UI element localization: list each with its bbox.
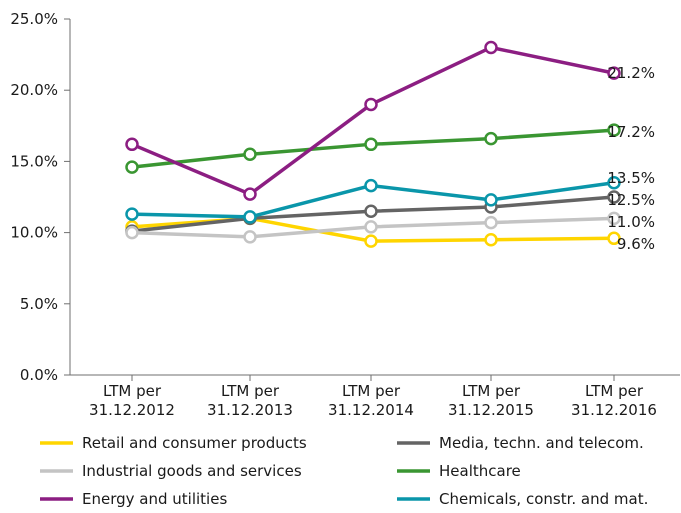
y-tick-label: 15.0% [10,152,58,170]
data-point-energy-and-utilities [125,137,139,152]
data-point-industrial-goods-and-services [607,211,621,226]
data-point-healthcare [607,123,621,137]
series-line-energy-and-utilities [130,45,616,196]
data-point-industrial-goods-and-services [243,230,257,244]
legend-label-media-techn-and-telecom: Media, techn. and telecom. [439,434,644,452]
data-point-retail-and-consumer-products [484,232,498,247]
x-tick-label: LTM per 31.12.2015 [448,382,534,419]
data-point-retail-and-consumer-products [364,234,378,248]
x-tick-label: LTM per 31.12.2016 [571,382,657,419]
data-point-healthcare [484,131,498,146]
data-point-healthcare [243,147,257,162]
data-point-healthcare [364,137,378,152]
legend: Retail and consumer products Media, techn… [40,434,648,508]
x-tick-label: LTM per 31.12.2013 [207,382,293,419]
data-point-industrial-goods-and-services [364,220,378,234]
data-point-energy-and-utilities [607,66,621,80]
data-point-healthcare [125,160,139,174]
y-tick-label: 25.0% [10,10,58,28]
end-labels: 9.6% 12.5% 11.0% 17.2% 21.2% 13.5% [607,64,655,253]
end-value-label: 21.2% [607,64,655,82]
data-point-energy-and-utilities [364,97,378,112]
y-tick-label: 20.0% [10,81,58,99]
y-tick-label: 0.0% [20,366,58,384]
data-point-media-techn-and-telecom [364,204,378,218]
data-point-chemicals-constr-and-mat [243,210,257,224]
end-value-label: 11.0% [607,213,655,231]
legend-label-retail-and-consumer-products: Retail and consumer products [82,434,307,452]
axes: 0.0% 5.0% 10.0% 15.0% 20.0% 25.0% LTM per 31.12… [10,10,680,419]
data-point-industrial-goods-and-services [125,225,139,240]
y-tick-label: 10.0% [10,224,58,242]
y-tick-label: 5.0% [20,295,58,313]
end-value-label: 13.5% [607,169,655,187]
data-point-chemicals-constr-and-mat [125,207,139,221]
end-value-label: 12.5% [607,191,655,209]
legend-label-industrial-goods-and-services: Industrial goods and services [82,462,302,480]
data-point-chemicals-constr-and-mat [364,178,378,193]
end-value-label: 17.2% [607,123,655,141]
legend-label-healthcare: Healthcare [439,462,521,480]
data-point-energy-and-utilities [243,187,257,201]
x-tick-label: LTM per 31.12.2014 [328,382,414,419]
x-tick-label: LTM per 31.12.2012 [89,382,175,419]
data-point-retail-and-consumer-products [607,231,621,246]
data-point-media-techn-and-telecom [607,190,621,204]
legend-label-energy-and-utilities: Energy and utilities [82,490,227,508]
series-layer [125,40,621,248]
legend-label-chemicals-constr-and-mat: Chemicals, constr. and mat. [439,490,648,508]
end-value-label: 9.6% [617,235,655,253]
data-point-industrial-goods-and-services [484,215,498,230]
data-point-chemicals-constr-and-mat [484,193,498,207]
data-point-energy-and-utilities [484,40,498,55]
data-point-chemicals-constr-and-mat [607,176,621,190]
